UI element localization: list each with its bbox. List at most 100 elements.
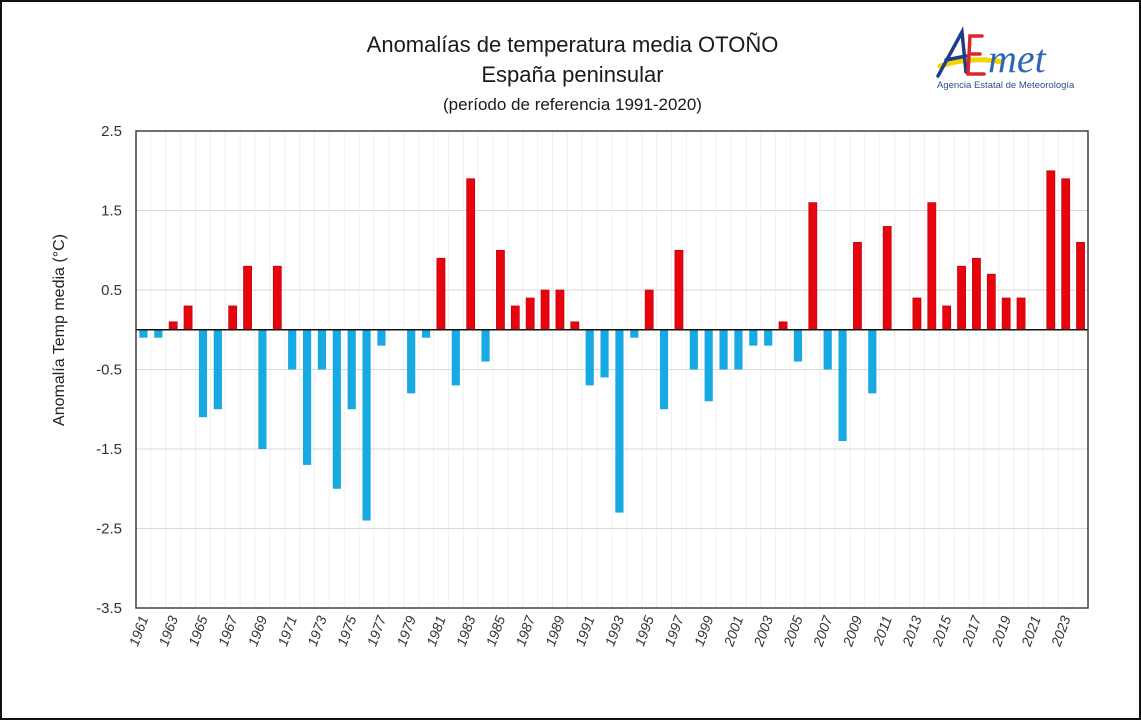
x-tick-label: 2007 xyxy=(809,612,835,649)
x-tick-label: 1963 xyxy=(155,613,181,648)
bar-1985 xyxy=(496,249,505,331)
x-tick-label: 1977 xyxy=(364,612,390,648)
bar-1994 xyxy=(630,329,639,338)
x-tick-label: 1965 xyxy=(185,613,211,648)
bar-1984 xyxy=(481,329,490,362)
bar-2000 xyxy=(719,329,728,370)
x-tick-label: 2009 xyxy=(839,613,865,649)
bar-1964 xyxy=(183,305,193,331)
bar-1968 xyxy=(243,265,252,331)
bar-2018 xyxy=(986,273,996,331)
chart-reference-note: (período de referencia 1991-2020) xyxy=(443,95,702,114)
bar-1966 xyxy=(213,329,222,410)
bar-1982 xyxy=(451,329,460,386)
bar-1988 xyxy=(540,289,550,331)
y-tick-label: 2.5 xyxy=(101,123,122,140)
bar-1969 xyxy=(258,329,267,449)
bar-1981 xyxy=(436,257,446,331)
x-tick-label: 2005 xyxy=(780,613,806,649)
bar-1963 xyxy=(168,321,178,331)
bar-1962 xyxy=(154,329,163,338)
bar-1965 xyxy=(198,329,208,418)
bar-2024 xyxy=(1076,242,1085,331)
chart-title: Anomalías de temperatura media OTOÑO xyxy=(366,32,779,57)
bar-2022 xyxy=(1046,170,1056,331)
bar-1973 xyxy=(317,329,327,370)
bar-2013 xyxy=(912,297,922,331)
chart-title-block: Anomalías de temperatura media OTOÑO Esp… xyxy=(300,30,845,118)
bar-1991 xyxy=(585,329,594,386)
bar-2014 xyxy=(927,202,937,331)
x-tick-label: 1961 xyxy=(126,614,152,649)
x-tick-label: 1997 xyxy=(661,612,687,648)
x-tick-label: 1975 xyxy=(334,613,360,648)
x-tick-label: 2013 xyxy=(899,613,925,649)
bar-1967 xyxy=(228,305,238,331)
bar-1977 xyxy=(377,329,386,346)
bar-1986 xyxy=(510,305,520,331)
y-axis-label: Anomalía Temp media (°C) xyxy=(51,234,68,426)
y-axis-ticks: 2.5 1.5 0.5 -0.5 -1.5 -2.5 -3.5 xyxy=(96,123,122,617)
bar-1976 xyxy=(362,329,371,521)
bar-1987 xyxy=(525,297,535,331)
x-tick-label: 1985 xyxy=(483,613,509,648)
x-tick-label: 2011 xyxy=(869,614,895,649)
x-tick-label: 1999 xyxy=(691,613,717,648)
bar-2007 xyxy=(823,329,832,370)
bar-2003 xyxy=(764,329,773,346)
bar-1975 xyxy=(347,329,356,410)
y-tick-label: -3.5 xyxy=(96,600,122,617)
bar-1998 xyxy=(689,329,698,370)
bar-2009 xyxy=(853,242,862,331)
bar-2005 xyxy=(793,329,803,362)
bar-1995 xyxy=(644,289,654,331)
bar-2001 xyxy=(734,329,743,370)
logo-letter-e xyxy=(966,34,986,76)
x-tick-label: 1993 xyxy=(602,613,628,648)
x-tick-label: 2003 xyxy=(750,613,776,649)
y-tick-label: -1.5 xyxy=(96,441,122,458)
bar-2011 xyxy=(882,226,892,331)
x-tick-label: 1989 xyxy=(542,613,568,648)
x-tick-label: 1983 xyxy=(453,613,479,648)
x-tick-label: 2017 xyxy=(958,612,984,649)
x-tick-label: 1969 xyxy=(245,613,271,648)
y-tick-label: -2.5 xyxy=(96,521,122,538)
bar-1971 xyxy=(288,329,297,370)
chart-subtitle: España peninsular xyxy=(481,62,664,87)
x-tick-label: 1971 xyxy=(274,614,300,649)
x-tick-label: 1991 xyxy=(572,614,598,649)
bar-1993 xyxy=(615,329,624,513)
y-tick-label: 0.5 xyxy=(101,282,122,299)
y-tick-label: 1.5 xyxy=(101,203,122,220)
bar-1970 xyxy=(272,265,282,331)
x-tick-label: 1981 xyxy=(423,614,449,649)
x-tick-label: 1973 xyxy=(304,613,330,648)
aemet-logo: met xyxy=(936,26,1047,81)
x-tick-label: 1995 xyxy=(631,613,657,648)
bar-2020 xyxy=(1016,297,1026,331)
x-tick-label: 1967 xyxy=(215,612,241,648)
bar-1979 xyxy=(407,329,416,394)
bar-2016 xyxy=(957,265,966,331)
bar-1983 xyxy=(466,178,476,331)
bar-2023 xyxy=(1061,178,1071,331)
bars xyxy=(139,170,1085,521)
bar-1992 xyxy=(600,329,609,378)
x-tick-label: 1987 xyxy=(512,612,538,648)
bar-2010 xyxy=(868,329,877,394)
x-axis-ticks: 1961 1963 1965 1967 1969 1971 1973 1975 1977 1979… xyxy=(126,612,1074,649)
x-tick-label: 2001 xyxy=(720,614,746,650)
bar-2008 xyxy=(838,329,847,442)
x-tick-label: 2021 xyxy=(1018,614,1044,650)
bar-2004 xyxy=(778,321,788,331)
x-tick-label: 1979 xyxy=(393,613,419,648)
y-tick-label: -0.5 xyxy=(96,362,122,379)
bar-1961 xyxy=(139,329,148,338)
bar-1990 xyxy=(570,321,580,331)
bar-1996 xyxy=(659,329,669,410)
bar-2019 xyxy=(1001,297,1011,331)
x-tick-label: 2023 xyxy=(1047,613,1073,649)
